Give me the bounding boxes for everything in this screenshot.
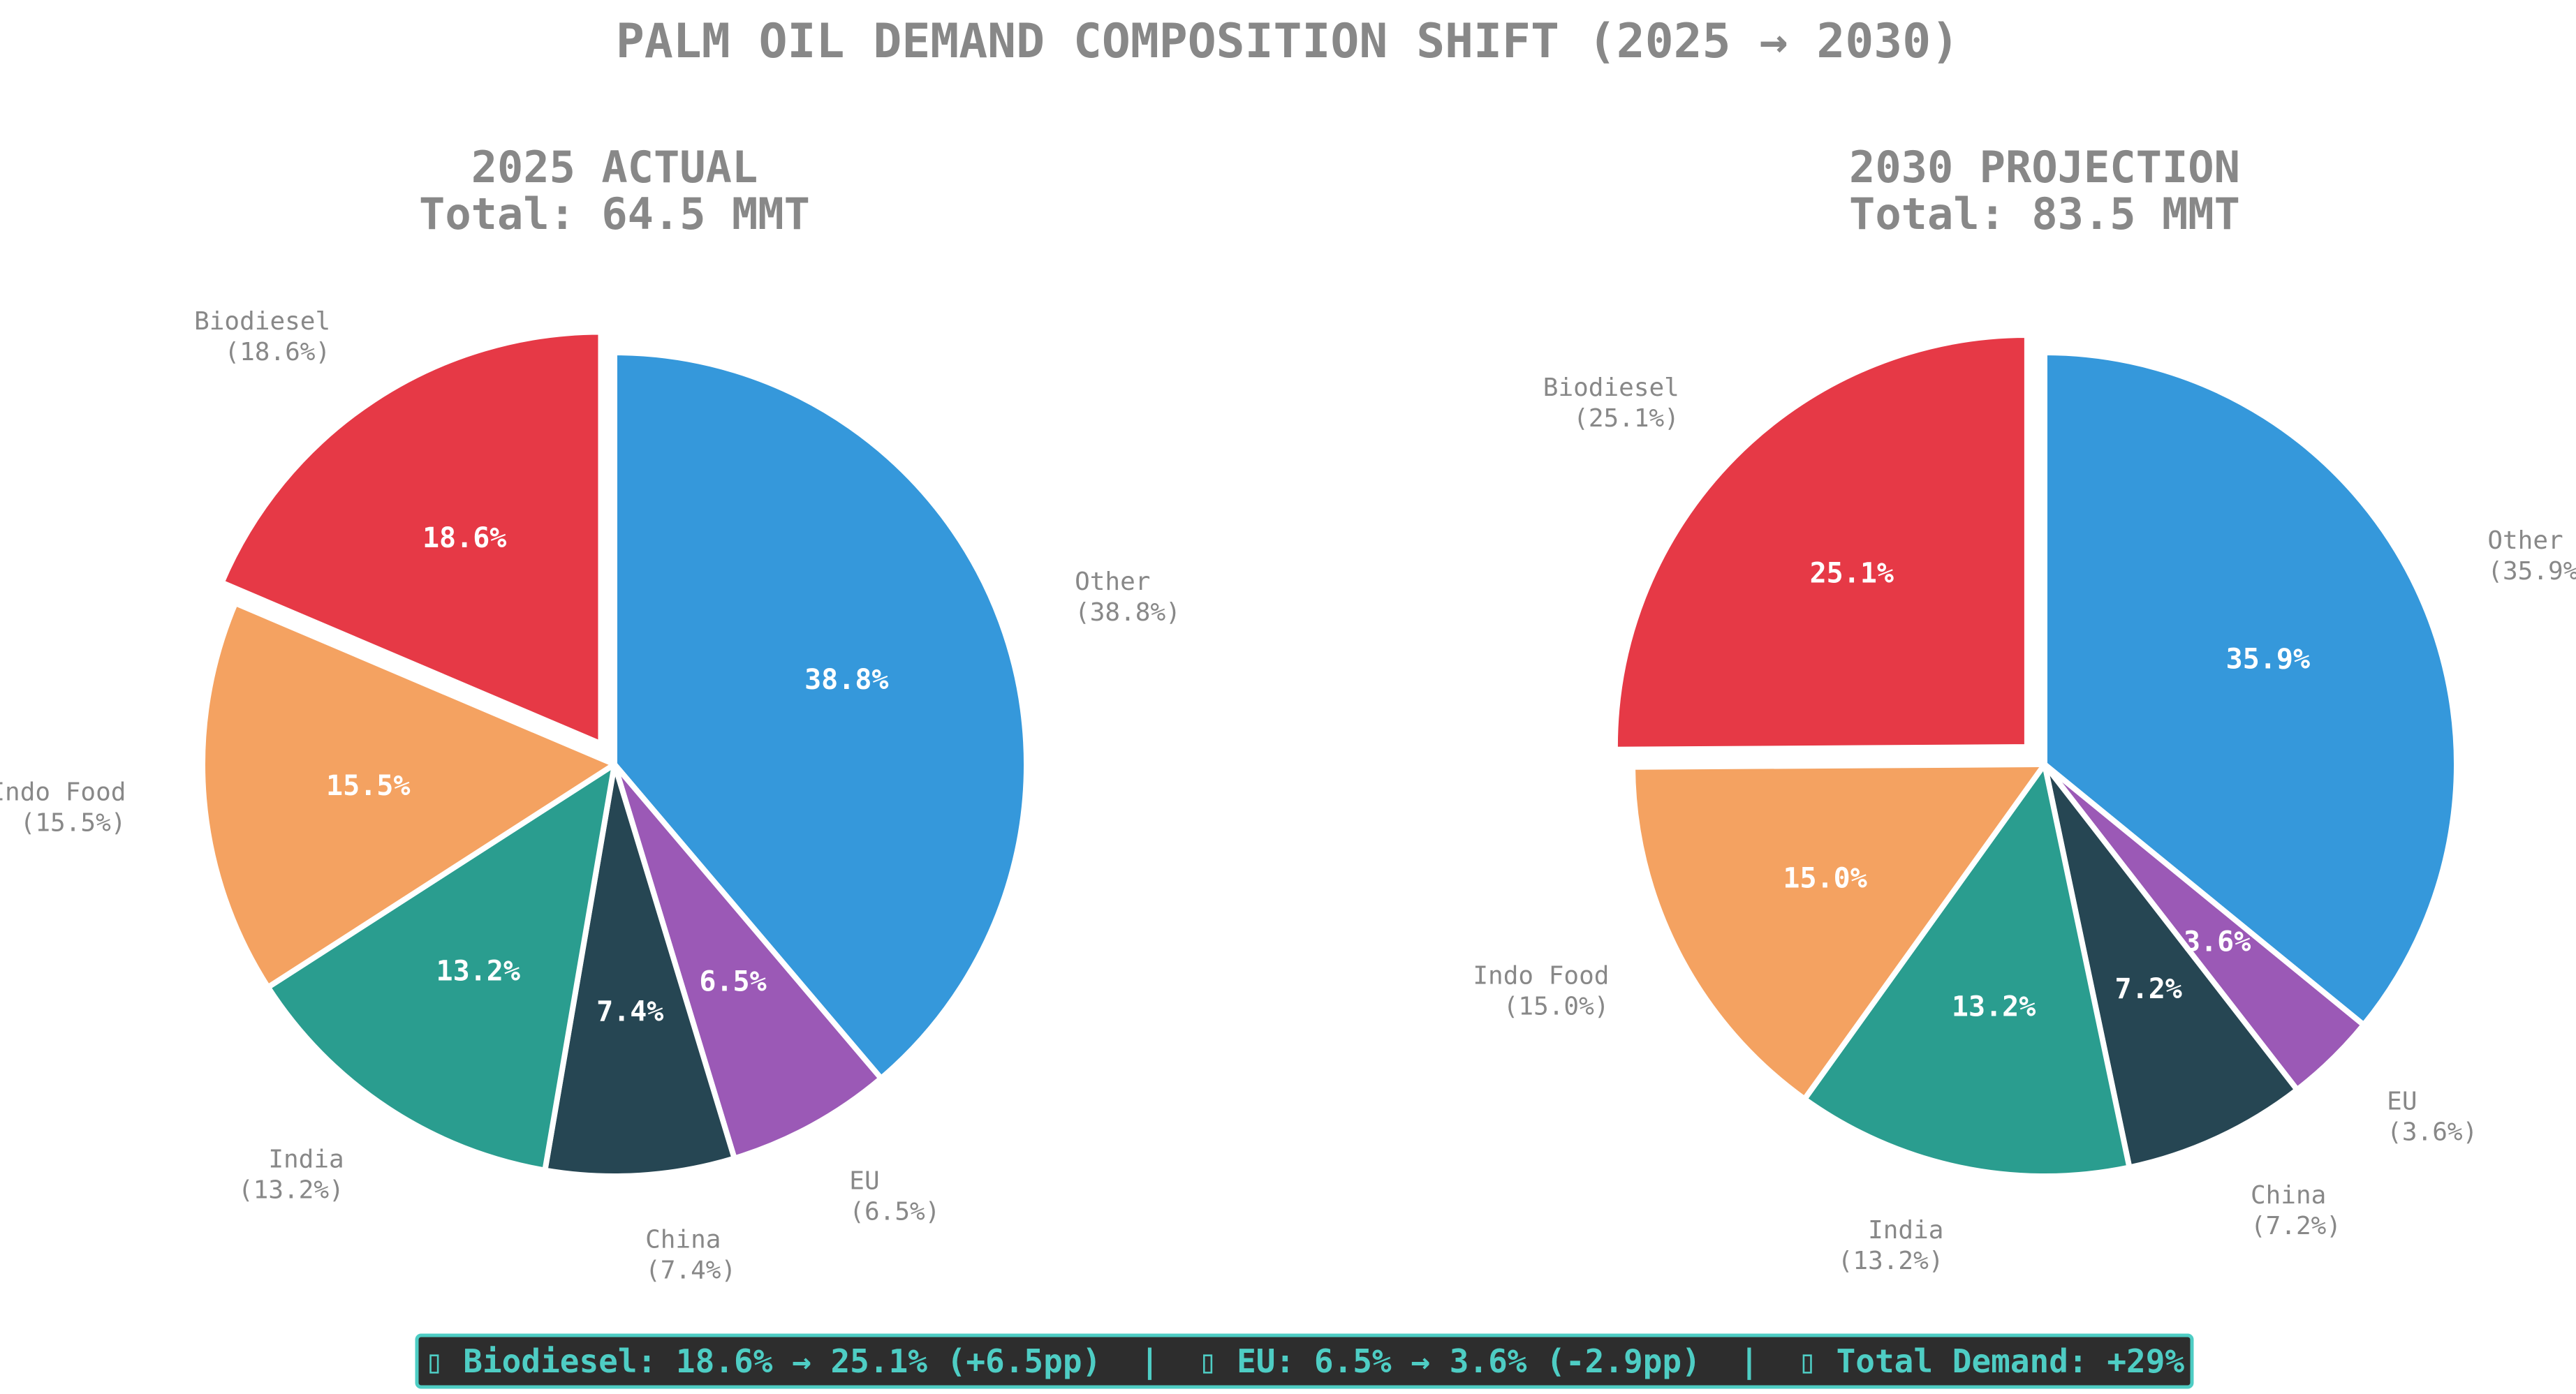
pie-2030-slice-other (2042, 350, 2460, 1028)
figure-title: PALM OIL DEMAND COMPOSITION SHIFT (2025 … (616, 14, 1959, 69)
pie-2025-outer-label-other: Other (38.8%) (1075, 568, 1181, 627)
pie-2030-outer-label-india: India (13.2%) (1838, 1216, 1944, 1275)
pie-2030-title: 2030 PROJECTION (1849, 142, 2240, 193)
pie-2030-pct-label-other: 35.9% (2226, 643, 2310, 675)
pie-2030-slice-biodiesel (1612, 332, 2030, 752)
pie-2025-title: 2025 ACTUAL (471, 142, 758, 193)
pie-2025-pct-label-eu: 6.5% (699, 966, 766, 998)
pie-2025-slice-india (265, 762, 617, 1173)
pie-2025-outer-label-biodiesel: Biodiesel (18.6%) (194, 307, 330, 366)
pie-2025-slice-eu (612, 762, 884, 1162)
pie-2025-outer-label-china: China (7.4%) (645, 1226, 736, 1285)
pie-2030-outer-label-china: China (7.2%) (2251, 1181, 2341, 1240)
pie-chart-2025: 2025 ACTUAL Total: 64.5 MMT 38.8% 6.5% 7.4… (0, 142, 1181, 1285)
pie-2025-total: Total: 64.5 MMT (419, 188, 810, 239)
footer-banner: ▯ Biodiesel: 18.6% → 25.1% (+6.5pp) | ▯ … (415, 1333, 2194, 1389)
pie-2030-outer-label-biodiesel: Biodiesel (25.1%) (1543, 373, 1679, 433)
pie-2030-outer-label-other: Other(35.9%) (2487, 526, 2576, 586)
pie-2025-slice-biodiesel (219, 329, 604, 747)
pie-2030-outer-label-eu: EU (3.6%) (2387, 1088, 2478, 1147)
pie-2030-slice-china (2042, 762, 2300, 1171)
pie-2025-outer-label-indo-food: Indo Food (15.5%) (0, 778, 126, 837)
pie-2025-pct-label-india: 13.2% (436, 955, 520, 987)
pie-2025-slice-other (612, 350, 1029, 1081)
pie-2030-slice-indo-food (1630, 762, 2047, 1102)
pie-2025-outer-label-eu: EU (6.5%) (849, 1166, 940, 1226)
footer-text: ▯ Biodiesel: 18.6% → 25.1% (+6.5pp) | ▯ … (425, 1342, 2184, 1381)
pie-2025-slice-china (542, 762, 737, 1179)
pie-2030-pct-label-india: 13.2% (1952, 991, 2036, 1023)
pie-2025-outer-label-india: India (13.2%) (238, 1145, 344, 1205)
pie-2030-pct-label-indo-food: 15.0% (1783, 863, 1867, 895)
pie-2030-pct-label-eu: 3.6% (2184, 926, 2251, 958)
pie-2030-pct-label-china: 7.2% (2115, 973, 2182, 1005)
pie-chart-2030: 2030 PROJECTION Total: 83.5 MMT 35.9% 3.6… (1473, 142, 2576, 1275)
pie-2025-pct-label-china: 7.4% (596, 995, 663, 1028)
pie-2025-pct-label-indo-food: 15.5% (326, 770, 410, 802)
pie-2025-pct-label-other: 38.8% (804, 664, 888, 696)
pie-2025-slice-indo-food (200, 600, 617, 991)
footer-box (415, 1333, 2194, 1389)
pie-2025-pct-label-biodiesel: 18.6% (422, 522, 506, 554)
pie-2030-pct-label-biodiesel: 25.1% (1810, 558, 1894, 590)
pie-2030-slice-india (1802, 762, 2133, 1179)
pie-2030-total: Total: 83.5 MMT (1849, 188, 2240, 239)
pie-2030-outer-label-indo-food: Indo Food (15.0%) (1473, 962, 1609, 1021)
